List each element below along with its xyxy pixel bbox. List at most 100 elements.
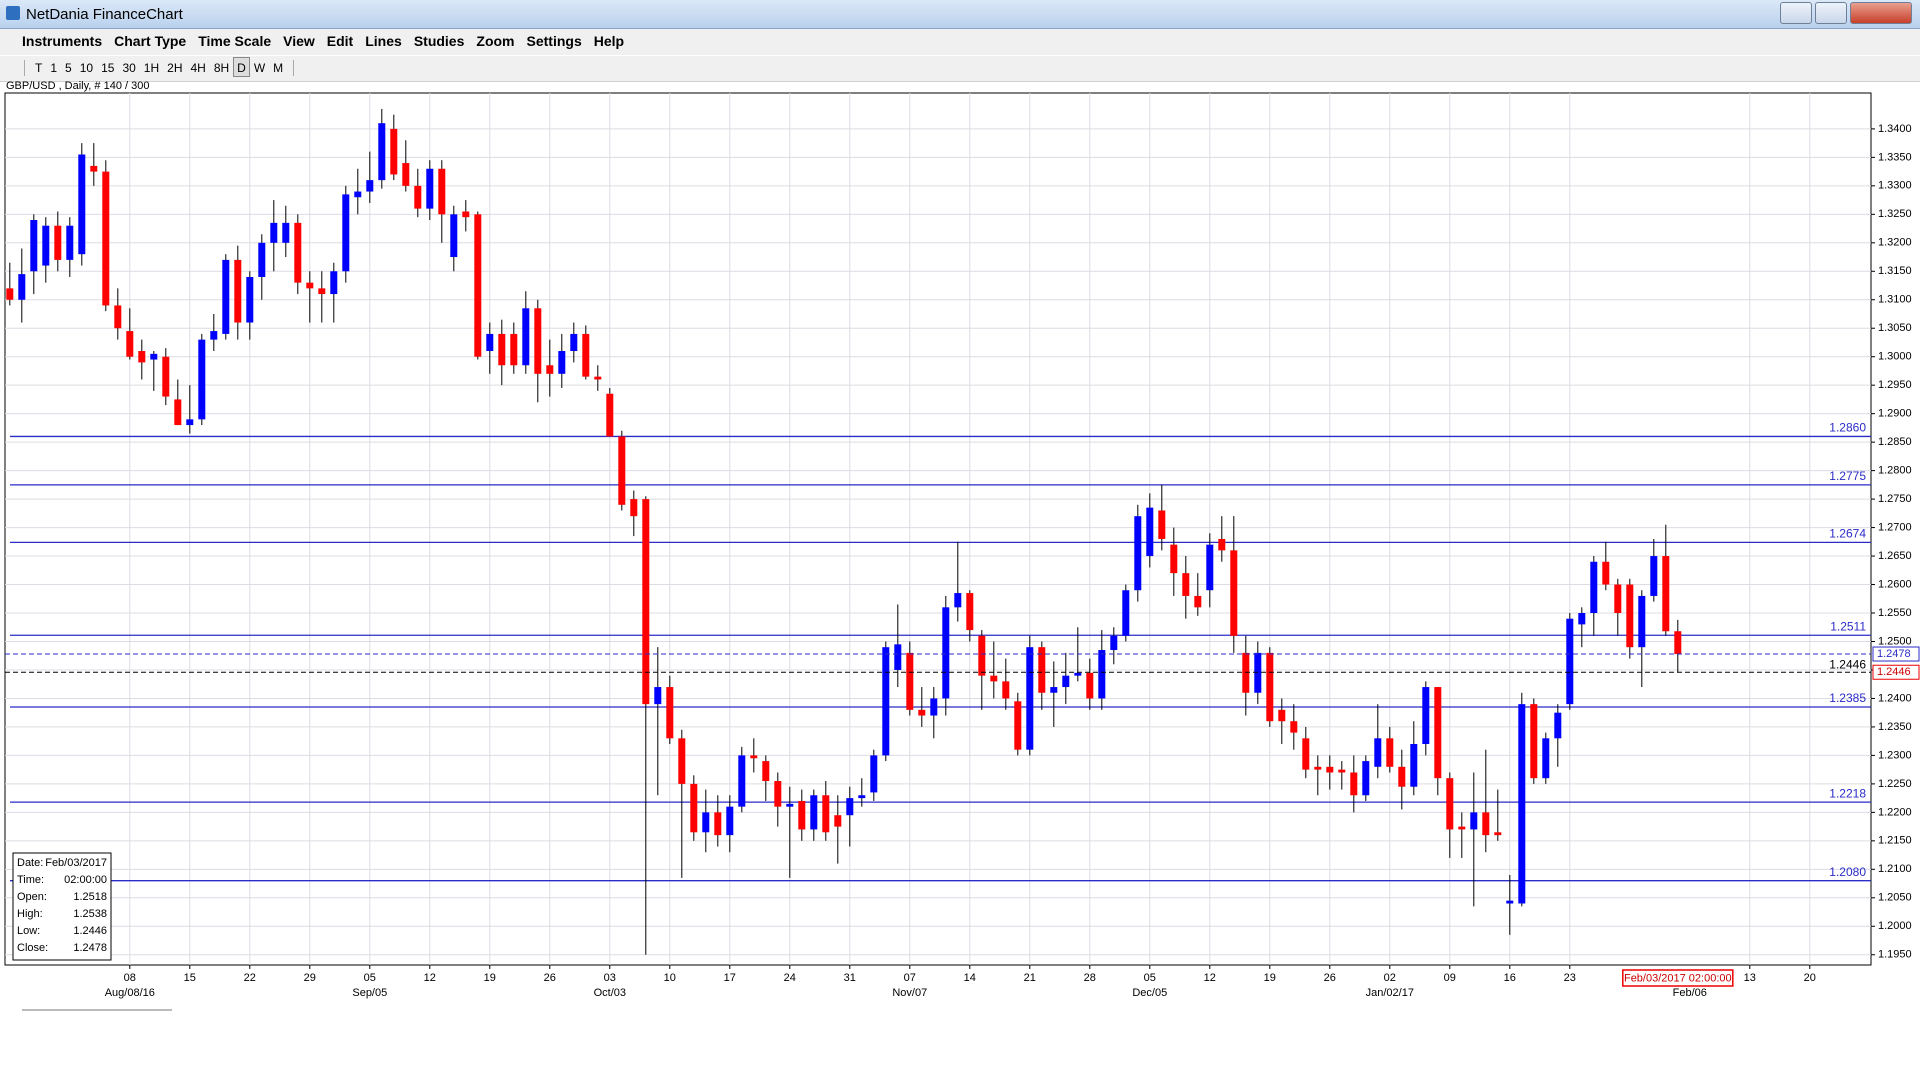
- timescale-button[interactable]: 30: [122, 61, 136, 75]
- timescale-button[interactable]: M: [273, 61, 284, 75]
- menu-item[interactable]: Zoom: [476, 33, 515, 49]
- candle-body: [1194, 595, 1202, 608]
- timescale-button[interactable]: T: [35, 61, 43, 75]
- candle-body: [1290, 721, 1298, 733]
- info-value: Feb/03/2017: [45, 857, 107, 869]
- info-label: Close:: [17, 942, 48, 954]
- candle-body: [942, 607, 950, 699]
- info-value: 02:00:00: [64, 874, 107, 886]
- plot-area: [4, 92, 1872, 966]
- candle-body: [354, 191, 362, 198]
- timescale-button[interactable]: 1H: [143, 61, 160, 75]
- y-tick-label: 1.1950: [1878, 949, 1912, 961]
- x-tick-label: 12: [1204, 972, 1216, 984]
- menu-item[interactable]: View: [283, 33, 315, 49]
- candle-body: [270, 222, 278, 243]
- menu-item[interactable]: Chart Type: [114, 33, 187, 49]
- candle-body: [186, 419, 194, 426]
- x-tick-label: 21: [1024, 972, 1036, 984]
- x-tick-label: 19: [484, 972, 496, 984]
- x-tick-label: 12: [424, 972, 436, 984]
- month-label: Sep/05: [352, 987, 387, 999]
- candle-body: [1662, 556, 1670, 632]
- candle-body: [582, 333, 590, 377]
- menu-item[interactable]: Settings: [526, 33, 582, 49]
- timescale-button[interactable]: 1: [50, 61, 58, 75]
- level-label: 1.2080: [1829, 865, 1866, 879]
- candle-body: [114, 305, 122, 329]
- timescale-button[interactable]: 2H: [167, 61, 183, 75]
- candle-body: [786, 803, 794, 807]
- window-title: NetDania FinanceChart: [26, 6, 183, 23]
- candle-body: [210, 331, 218, 340]
- menu-item[interactable]: Lines: [365, 33, 402, 49]
- candle-body: [1650, 556, 1658, 596]
- timescale-button[interactable]: 4H: [190, 61, 206, 75]
- candle-body: [222, 259, 230, 334]
- candle-body: [978, 635, 986, 676]
- y-tick-label: 1.2100: [1878, 863, 1912, 875]
- candle-body: [306, 282, 314, 289]
- candle-body: [954, 593, 962, 608]
- timescale-button[interactable]: 10: [79, 61, 94, 75]
- candle-body: [822, 795, 830, 833]
- cursor-date-box: [1622, 969, 1734, 987]
- candle-body: [1254, 652, 1262, 693]
- menu-item[interactable]: Instruments: [22, 33, 103, 49]
- x-tick-label: 07: [904, 972, 916, 984]
- info-box: [12, 852, 112, 961]
- candle-body: [798, 800, 806, 830]
- info-label: Open:: [17, 891, 47, 903]
- timescale-button[interactable]: W: [253, 61, 266, 75]
- toolbar-separator: [24, 60, 25, 76]
- menu-item[interactable]: Edit: [326, 33, 354, 49]
- y-tick-label: 1.2200: [1878, 806, 1912, 818]
- timescale-button[interactable]: D: [233, 57, 250, 77]
- candle-body: [1602, 561, 1610, 585]
- menu-item[interactable]: Studies: [413, 33, 465, 49]
- candle-body: [246, 276, 254, 323]
- candle-body: [30, 220, 38, 272]
- y-tick-label: 1.3000: [1878, 351, 1912, 363]
- candle-body: [546, 365, 554, 374]
- y-tick-label: 1.3250: [1878, 208, 1912, 220]
- candle-body: [6, 288, 14, 300]
- candle-body: [510, 333, 518, 366]
- menu-item[interactable]: Time Scale: [198, 33, 272, 49]
- close-button[interactable]: [1850, 2, 1912, 24]
- candle-body: [198, 339, 206, 420]
- candle-body: [654, 687, 662, 705]
- y-tick-label: 1.2250: [1878, 778, 1912, 790]
- candle-body: [1062, 675, 1070, 688]
- info-label: High:: [17, 908, 43, 920]
- cursor-date-label: Feb/03/2017 02:00:00: [1624, 972, 1732, 984]
- candle-body: [846, 798, 854, 816]
- level-label: 1.2385: [1829, 691, 1866, 705]
- maximize-button[interactable]: [1815, 2, 1847, 24]
- candle-body: [1470, 812, 1478, 830]
- minimize-button[interactable]: [1780, 2, 1812, 24]
- candle-body: [534, 308, 542, 374]
- x-tick-label: 15: [184, 972, 196, 984]
- y-tick-label: 1.3350: [1878, 151, 1912, 163]
- month-label: Oct/03: [594, 987, 626, 999]
- candle-body: [1026, 647, 1034, 750]
- timescale-button[interactable]: 5: [65, 61, 72, 75]
- candle-body: [438, 168, 446, 215]
- candle-body: [162, 356, 170, 397]
- menu-item[interactable]: Help: [593, 33, 625, 49]
- candle-body: [1458, 826, 1466, 830]
- candle-body: [390, 128, 398, 175]
- menu-bar: Instruments Chart Type Time Scale View Edit L…: [0, 29, 1920, 55]
- candle-body: [834, 815, 842, 827]
- timescale-button[interactable]: 8H: [213, 61, 230, 75]
- month-label: Dec/05: [1132, 987, 1167, 999]
- y-tick-label: 1.2600: [1878, 578, 1912, 590]
- x-tick-label: 29: [304, 972, 316, 984]
- timescale-button[interactable]: 15: [101, 61, 115, 75]
- candle-body: [1374, 738, 1382, 767]
- candle-body: [258, 242, 266, 277]
- candle-body: [522, 308, 530, 366]
- x-tick-label: 17: [724, 972, 736, 984]
- candle-body: [894, 644, 902, 670]
